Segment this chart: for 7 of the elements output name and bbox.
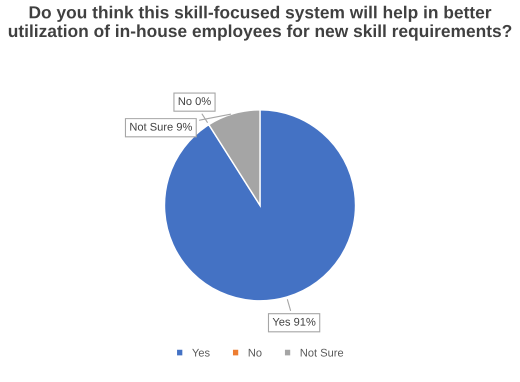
legend-label: Not Sure — [300, 348, 344, 357]
data-label: Yes 91% — [272, 318, 316, 326]
chart-title: Do you think this skill-focused system will help in better utilization of in-house employees for new skill requirements? — [8, 6, 512, 41]
text: No 0% — [178, 97, 211, 106]
data-label: Not Sure 9% — [130, 122, 192, 131]
legend-label: No — [248, 348, 262, 357]
legend-label: Yes — [192, 348, 210, 357]
